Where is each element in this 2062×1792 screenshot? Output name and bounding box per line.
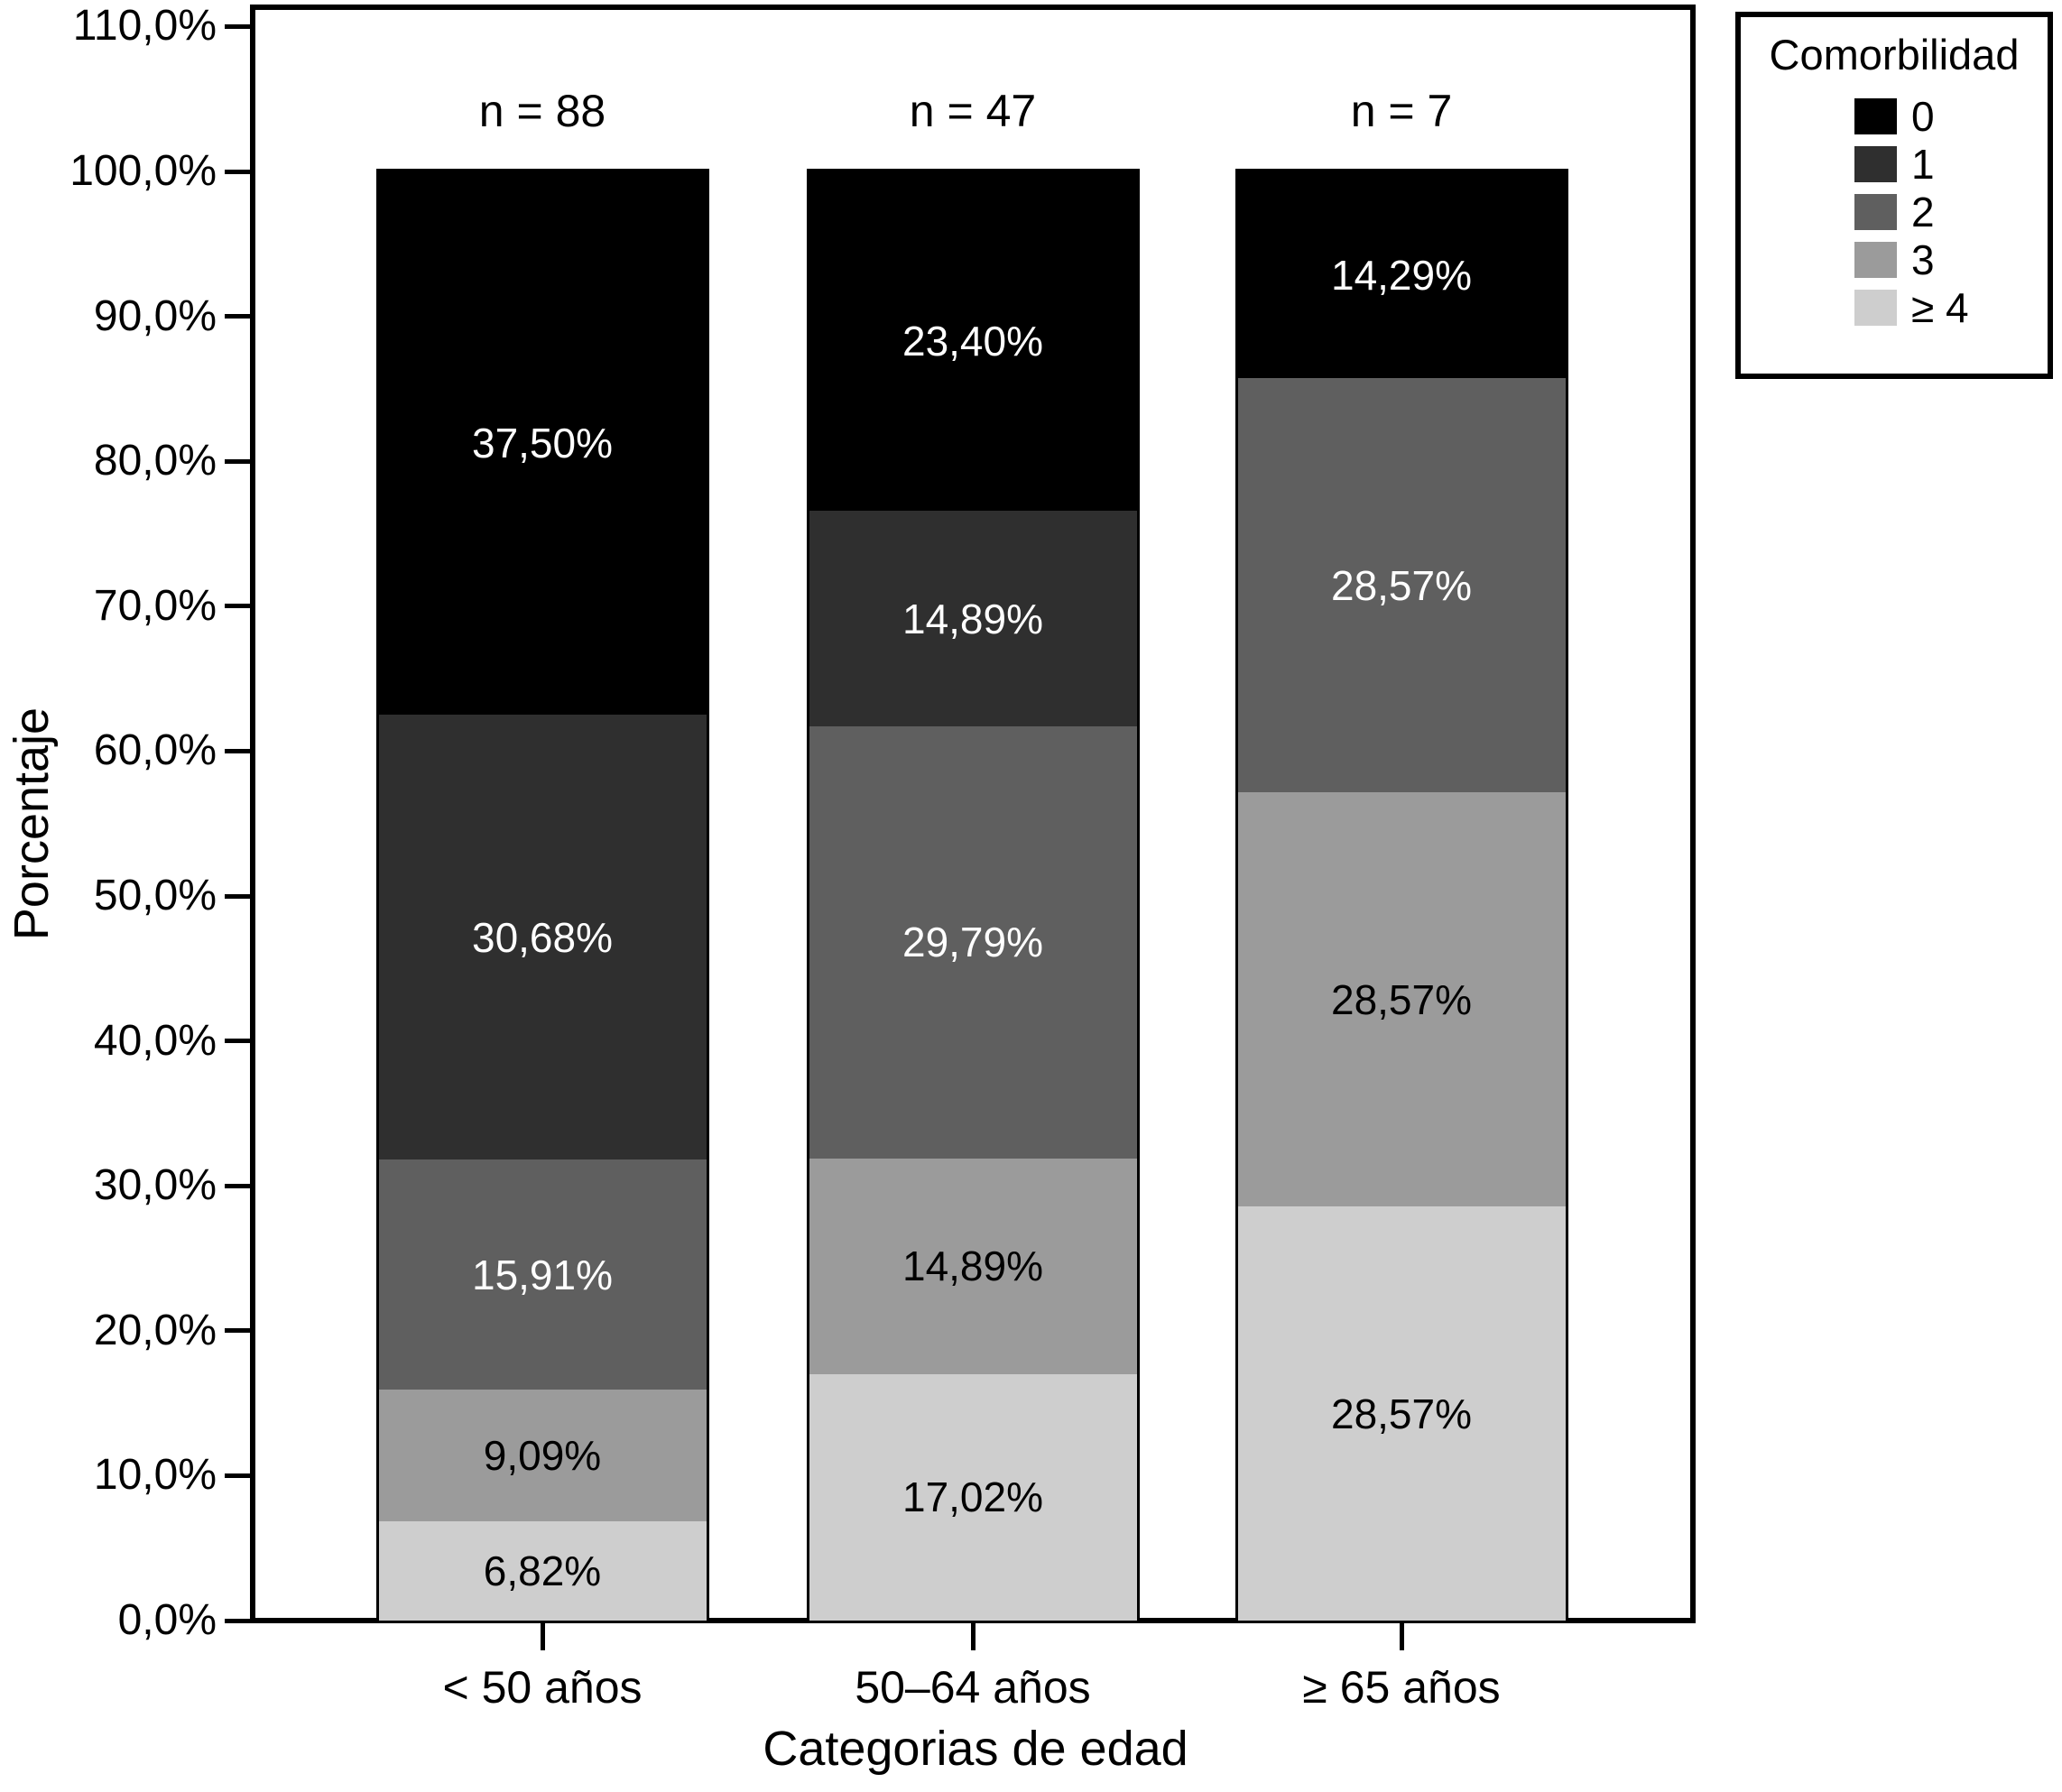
legend-item-1: 1 xyxy=(1854,143,2048,186)
legend-item-≥4: ≥ 4 xyxy=(1854,286,2048,329)
bar-segment-comorbidity-0: 14,29% xyxy=(1237,171,1566,379)
legend-swatch xyxy=(1854,194,1897,230)
bar-segment-comorbidity-3: 9,09% xyxy=(378,1390,707,1522)
legend-item-3: 3 xyxy=(1854,238,2048,282)
bar-segment-comorbidity-2: 29,79% xyxy=(809,726,1137,1159)
y-tick-mark xyxy=(225,1473,253,1478)
y-tick-mark xyxy=(225,604,253,609)
segment-value-label: 14,29% xyxy=(1330,251,1472,299)
legend-label: 0 xyxy=(1911,93,1935,140)
legend: Comorbilidad 0 1 2 3 ≥ 4 xyxy=(1735,12,2053,379)
y-tick-label: 60,0% xyxy=(93,726,217,775)
legend-label: ≥ 4 xyxy=(1911,284,1969,331)
legend-title: Comorbilidad xyxy=(1769,31,2020,79)
y-tick-label: 100,0% xyxy=(69,147,217,195)
x-axis-title: Categorias de edad xyxy=(763,1722,1188,1776)
segment-value-label: 28,57% xyxy=(1330,975,1472,1023)
y-tick-mark xyxy=(225,314,253,319)
y-tick-label: 40,0% xyxy=(93,1016,217,1065)
bar-segment-comorbidity-3: 28,57% xyxy=(1237,792,1566,1207)
segment-value-label: 14,89% xyxy=(902,595,1043,642)
bar-n-label: n = 47 xyxy=(909,86,1037,136)
x-category-label: 50–64 años xyxy=(855,1662,1091,1713)
y-tick-label: 10,0% xyxy=(93,1451,217,1500)
bar-segment-comorbidity-≥ 4: 6,82% xyxy=(378,1521,707,1621)
y-tick-mark xyxy=(225,169,253,174)
bar-segment-comorbidity-0: 37,50% xyxy=(378,171,707,716)
y-tick-label: 70,0% xyxy=(93,581,217,630)
y-axis-title: Porcentaje xyxy=(5,707,59,941)
y-tick-mark xyxy=(225,748,253,753)
legend-item-0: 0 xyxy=(1854,95,2048,138)
bar-segment-comorbidity-1: 30,68% xyxy=(378,715,707,1159)
segment-value-label: 23,40% xyxy=(902,318,1043,365)
x-tick-mark xyxy=(1399,1623,1404,1650)
bar-segment-comorbidity-1: 14,89% xyxy=(809,510,1137,727)
segment-value-label: 37,50% xyxy=(471,420,613,467)
legend-swatch xyxy=(1854,290,1897,326)
bar-segment-comorbidity-0: 23,40% xyxy=(809,171,1137,511)
segment-value-label: 28,57% xyxy=(1330,1390,1472,1437)
y-tick-mark xyxy=(225,1039,253,1044)
segment-value-label: 9,09% xyxy=(483,1432,602,1480)
y-tick-label: 20,0% xyxy=(93,1306,217,1354)
legend-label: 3 xyxy=(1911,236,1935,283)
x-tick-mark xyxy=(970,1623,976,1650)
y-tick-mark xyxy=(225,1328,253,1334)
segment-value-label: 30,68% xyxy=(471,913,613,961)
bar-segment-comorbidity-≥ 4: 17,02% xyxy=(809,1373,1137,1621)
segment-value-label: 14,89% xyxy=(902,1242,1043,1290)
legend-label: 1 xyxy=(1911,141,1935,188)
segment-value-label: 28,57% xyxy=(1330,561,1472,609)
legend-items: 0 1 2 3 ≥ 4 xyxy=(1854,95,2048,329)
bar-1: 37,50% 30,68% 15,91% 9,09% 6,82% xyxy=(375,169,709,1623)
y-tick-label: 110,0% xyxy=(72,2,217,51)
bar-3: 14,29% 28,57% 28,57% 28,57% xyxy=(1234,169,1568,1623)
x-tick-mark xyxy=(540,1623,545,1650)
x-category-label: ≥ 65 años xyxy=(1302,1662,1501,1713)
x-category-label: < 50 años xyxy=(442,1662,643,1713)
segment-value-label: 6,82% xyxy=(483,1547,602,1595)
y-tick-mark xyxy=(225,23,253,29)
y-tick-label: 30,0% xyxy=(93,1161,217,1210)
y-tick-label: 0,0% xyxy=(117,1596,217,1644)
y-tick-mark xyxy=(225,1618,253,1623)
legend-item-2: 2 xyxy=(1854,190,2048,234)
bar-segment-comorbidity-3: 14,89% xyxy=(809,1158,1137,1374)
y-tick-label: 90,0% xyxy=(93,291,217,340)
bar-n-label: n = 88 xyxy=(478,86,606,136)
y-tick-label: 80,0% xyxy=(93,437,217,485)
segment-value-label: 29,79% xyxy=(902,919,1043,966)
bar-segment-comorbidity-≥ 4: 28,57% xyxy=(1237,1206,1566,1621)
bar-segment-comorbidity-2: 28,57% xyxy=(1237,378,1566,793)
segment-value-label: 15,91% xyxy=(471,1251,613,1298)
legend-swatch xyxy=(1854,242,1897,278)
segment-value-label: 17,02% xyxy=(902,1473,1043,1521)
y-tick-mark xyxy=(225,458,253,464)
bar-2: 23,40% 14,89% 29,79% 14,89% 17,02% xyxy=(806,169,1140,1623)
y-tick-label: 50,0% xyxy=(93,872,217,919)
bar-n-label: n = 7 xyxy=(1350,86,1453,136)
y-tick-mark xyxy=(225,1183,253,1188)
y-tick-mark xyxy=(225,893,253,899)
bar-segment-comorbidity-2: 15,91% xyxy=(378,1159,707,1390)
legend-label: 2 xyxy=(1911,189,1935,236)
legend-swatch xyxy=(1854,98,1897,134)
legend-swatch xyxy=(1854,146,1897,182)
